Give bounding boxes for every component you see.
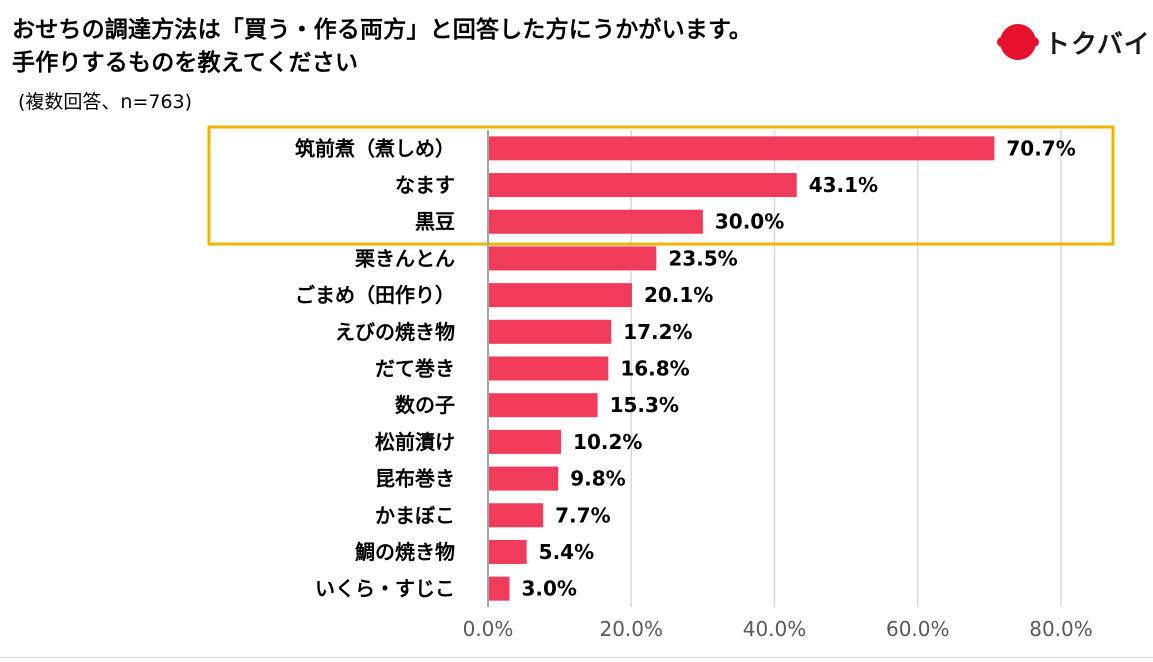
data-label: 70.7% [1006, 136, 1075, 160]
footer-divider [0, 657, 1153, 658]
grid-lines [630, 130, 1062, 607]
category-label: 筑前煮（煮しめ） [295, 136, 455, 160]
category-label: えびの焼き物 [335, 320, 455, 344]
category-label: 松前漬け [375, 430, 455, 454]
bar [488, 283, 632, 308]
data-label: 3.0% [521, 577, 576, 601]
bar [488, 393, 598, 418]
data-label: 10.2% [573, 430, 642, 454]
chart-title-line-1: おせちの調達方法は「買う・作る両方」と回答した方にうかがいます。 [12, 17, 753, 43]
category-label: 鯛の焼き物 [355, 540, 455, 564]
data-label: 23.5% [668, 246, 737, 270]
brand-logo-icon [997, 24, 1039, 60]
x-tick-label: 80.0% [1029, 617, 1093, 641]
bar [488, 539, 527, 564]
data-label: 7.7% [555, 503, 610, 527]
bar [488, 209, 703, 234]
x-tick-label: 60.0% [886, 617, 950, 641]
category-label: いくら・すじこ [315, 577, 455, 601]
highlight-rectangle [207, 125, 1115, 246]
category-label: だて巻き [375, 357, 455, 381]
x-tick-label: 20.0% [599, 617, 663, 641]
x-tick-label: 40.0% [743, 617, 807, 641]
bar [488, 466, 559, 491]
chart-title: おせちの調達方法は「買う・作る両方」と回答した方にうかがいます。 手作りするもの… [12, 14, 752, 80]
data-label: 20.1% [644, 283, 713, 307]
bar [488, 503, 544, 528]
category-label: 栗きんとん [355, 246, 455, 270]
x-axis-tick-labels: 0.0% 20.0% 40.0% 60.0% 80.0% [463, 617, 1093, 641]
chart-subtitle: (複数回答、n=763) [18, 91, 193, 113]
data-label: 43.1% [809, 173, 878, 197]
bar [488, 136, 995, 161]
x-tick-label: 0.0% [463, 617, 514, 641]
data-label: 15.3% [610, 393, 679, 417]
bar [488, 429, 562, 454]
data-label: 30.0% [715, 210, 784, 234]
bar [488, 576, 510, 601]
category-label: ごまめ（田作り） [295, 283, 455, 307]
bar [488, 246, 657, 271]
bar [488, 173, 797, 198]
category-label: なます [395, 173, 455, 197]
category-label: かまぼこ [375, 503, 455, 527]
highlight-box [207, 125, 1115, 246]
category-label: 黒豆 [415, 210, 455, 234]
data-label: 17.2% [623, 320, 692, 344]
bar [488, 356, 609, 381]
bars [488, 136, 995, 601]
chart-title-line-2: 手作りするものを教えてください [12, 50, 359, 76]
category-label: 昆布巻き [375, 467, 455, 491]
brand-logo-text: トクバイ [1044, 29, 1151, 60]
value-labels: 70.7% 43.1% 30.0% 23.5% 20.1% 17.2% 16.8% 15.3%… [521, 136, 1075, 600]
data-label: 9.8% [570, 467, 625, 491]
category-label: 数の子 [395, 393, 455, 417]
bar [488, 319, 612, 344]
data-label: 5.4% [539, 540, 594, 564]
data-label: 16.8% [620, 357, 689, 381]
brand-logo: トクバイ [997, 22, 1151, 62]
